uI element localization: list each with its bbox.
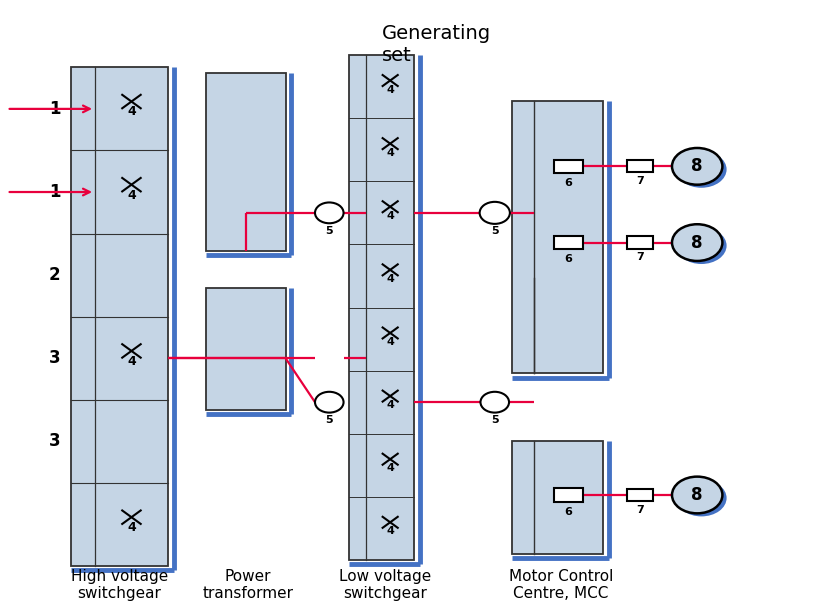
Bar xyxy=(512,441,603,554)
Bar xyxy=(627,160,653,173)
Text: 6: 6 xyxy=(564,254,573,264)
Text: 4: 4 xyxy=(386,148,394,158)
Text: Generating
set: Generating set xyxy=(382,24,491,65)
Circle shape xyxy=(480,392,509,412)
Text: 4: 4 xyxy=(386,337,394,347)
Text: 2: 2 xyxy=(49,266,60,284)
Text: 4: 4 xyxy=(127,521,136,534)
Bar xyxy=(349,55,414,560)
Text: 5: 5 xyxy=(491,226,499,236)
Circle shape xyxy=(315,203,344,223)
Text: 8: 8 xyxy=(691,157,703,176)
Text: 7: 7 xyxy=(636,505,644,515)
Text: 7: 7 xyxy=(636,252,644,263)
Text: 4: 4 xyxy=(386,211,394,221)
Text: 4: 4 xyxy=(127,355,136,368)
Text: 4: 4 xyxy=(386,463,394,473)
Bar xyxy=(627,489,653,501)
Circle shape xyxy=(315,392,344,412)
Text: 6: 6 xyxy=(564,507,573,517)
Text: 1: 1 xyxy=(49,183,60,201)
Circle shape xyxy=(676,227,727,264)
Text: 4: 4 xyxy=(386,84,394,95)
Text: 7: 7 xyxy=(636,176,644,186)
Bar xyxy=(627,236,653,248)
Circle shape xyxy=(672,148,722,185)
Circle shape xyxy=(676,480,727,517)
Text: 5: 5 xyxy=(325,415,333,425)
Text: 5: 5 xyxy=(325,226,333,236)
Text: 4: 4 xyxy=(127,105,136,119)
Bar xyxy=(206,73,286,251)
Bar xyxy=(554,160,583,173)
Circle shape xyxy=(676,151,727,188)
Text: 1: 1 xyxy=(49,100,60,118)
Bar xyxy=(71,67,168,566)
Text: 4: 4 xyxy=(386,274,394,284)
Text: 4: 4 xyxy=(127,188,136,201)
Text: 8: 8 xyxy=(691,234,703,252)
Text: 6: 6 xyxy=(564,178,573,188)
Text: 3: 3 xyxy=(49,349,60,367)
Text: 4: 4 xyxy=(386,526,394,537)
Bar xyxy=(206,288,286,410)
Bar xyxy=(554,236,583,249)
Text: Low voltage
switchgear: Low voltage switchgear xyxy=(339,569,431,601)
Text: 8: 8 xyxy=(691,486,703,504)
Text: Power
transformer: Power transformer xyxy=(202,569,293,601)
Circle shape xyxy=(672,224,722,261)
Bar xyxy=(554,488,583,502)
Text: 3: 3 xyxy=(49,433,60,450)
Text: High voltage
switchgear: High voltage switchgear xyxy=(71,569,168,601)
Circle shape xyxy=(480,202,510,224)
Text: 5: 5 xyxy=(491,415,499,425)
Text: Motor Control
Centre, MCC: Motor Control Centre, MCC xyxy=(509,569,613,601)
Text: 4: 4 xyxy=(386,400,394,410)
Bar xyxy=(512,101,603,373)
Circle shape xyxy=(672,477,722,513)
